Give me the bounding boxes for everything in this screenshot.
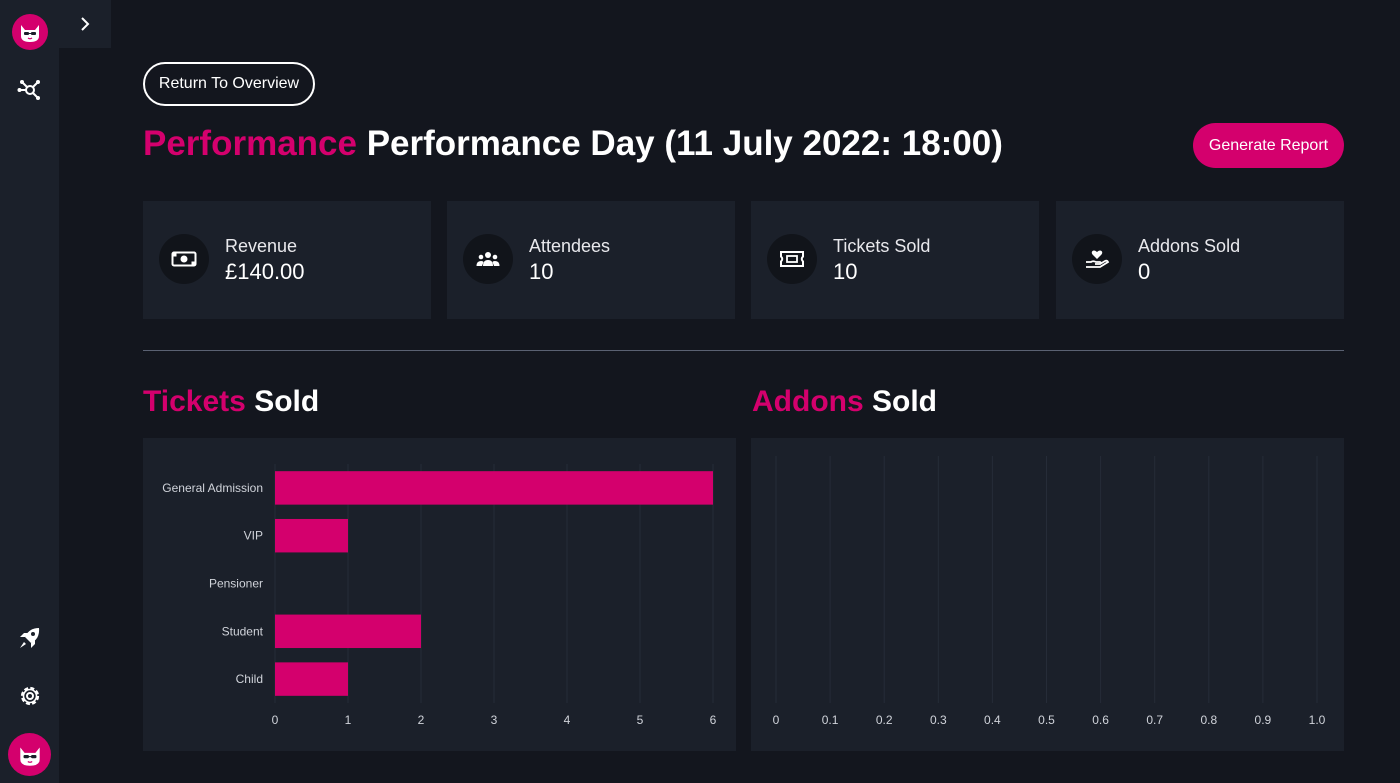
bar: [275, 662, 348, 696]
stat-label: Revenue: [225, 236, 298, 256]
x-tick-label: 0.1: [822, 713, 839, 727]
section-title-text: Sold: [863, 385, 937, 418]
people-icon: [463, 234, 513, 284]
bar: [275, 518, 348, 553]
x-tick-label: 0.9: [1255, 713, 1272, 727]
stat-label: Addons Sold: [1138, 236, 1241, 256]
x-tick-label: 0.3: [930, 713, 947, 727]
page-title-highlight: Performance: [143, 124, 357, 163]
stat-value: 10: [833, 259, 858, 284]
divider: [143, 350, 1344, 351]
tickets-sold-chart-svg: 0 1 2 3 4 5 6 General Admission VIP Pensioner Stud…: [162, 464, 717, 727]
x-tick-label: 1.0: [1309, 713, 1326, 727]
heart-hand-icon: [1072, 234, 1122, 284]
sidebar: [0, 0, 59, 783]
cat-logo-icon[interactable]: [12, 14, 48, 50]
stat-card-addons-sold: Addons Sold 0: [1056, 201, 1344, 319]
x-tick-label: 0.4: [984, 713, 1001, 727]
gear-icon[interactable]: [15, 681, 45, 711]
x-tick-label: 0.6: [1092, 713, 1109, 727]
ticket-icon: [767, 234, 817, 284]
x-tick-label: 0: [773, 713, 780, 727]
x-tick-label: 0.7: [1146, 713, 1163, 727]
cash-icon: [159, 234, 209, 284]
bar: [275, 614, 421, 649]
section-title-highlight: Tickets: [143, 385, 246, 418]
category-label: Student: [222, 624, 264, 638]
x-tick-label: 1: [345, 713, 352, 727]
stat-card-revenue: Revenue £140.00: [143, 201, 431, 319]
page-title: Performance Performance Day (11 July 202…: [143, 124, 1003, 164]
rocket-icon[interactable]: [15, 623, 45, 653]
tickets-sold-chart: 0 1 2 3 4 5 6 General Admission VIP Pensioner Stud…: [143, 438, 736, 751]
x-tick-label: 0: [272, 713, 279, 727]
generate-report-button[interactable]: Generate Report: [1193, 123, 1344, 168]
x-tick-label: 2: [418, 713, 425, 727]
category-label: Pensioner: [209, 577, 263, 591]
category-label: Child: [236, 672, 263, 686]
x-tick-label: 4: [564, 713, 571, 727]
category-label: VIP: [244, 529, 263, 543]
category-label: General Admission: [162, 481, 263, 495]
addons-sold-chart: 0 0.1 0.2 0.3 0.4 0.5 0.6 0.7 0.8 0.9 1.0: [751, 438, 1344, 751]
stat-label: Attendees: [529, 236, 611, 256]
stat-card-attendees: Attendees 10: [447, 201, 735, 319]
stat-value: 10: [529, 259, 554, 284]
section-title-highlight: Addons: [752, 385, 864, 418]
stat-value: 0: [1138, 259, 1151, 284]
tickets-sold-title: Tickets Sold: [143, 385, 319, 419]
bar: [275, 471, 713, 505]
network-icon[interactable]: [15, 75, 45, 105]
page-title-text: Performance Day (11 July 2022: 18:00): [356, 124, 1003, 163]
addons-sold-title: Addons Sold: [752, 385, 937, 419]
x-tick-label: 6: [710, 713, 717, 727]
x-tick-label: 3: [491, 713, 498, 727]
section-title-text: Sold: [245, 385, 320, 418]
x-tick-label: 0.8: [1200, 713, 1217, 727]
x-tick-label: 0.2: [876, 713, 893, 727]
return-to-overview-button[interactable]: Return To Overview: [143, 62, 315, 106]
addons-sold-chart-svg: 0 0.1 0.2 0.3 0.4 0.5 0.6 0.7 0.8 0.9 1.0: [773, 456, 1326, 727]
stat-value: £140.00: [225, 259, 305, 284]
stat-card-tickets-sold: Tickets Sold 10: [751, 201, 1039, 319]
chevron-right-icon: [81, 17, 90, 31]
cat-avatar-icon[interactable]: [8, 733, 51, 776]
x-tick-label: 5: [637, 713, 644, 727]
sidebar-expand-button[interactable]: [59, 0, 111, 48]
stat-label: Tickets Sold: [833, 236, 931, 256]
x-tick-label: 0.5: [1038, 713, 1055, 727]
